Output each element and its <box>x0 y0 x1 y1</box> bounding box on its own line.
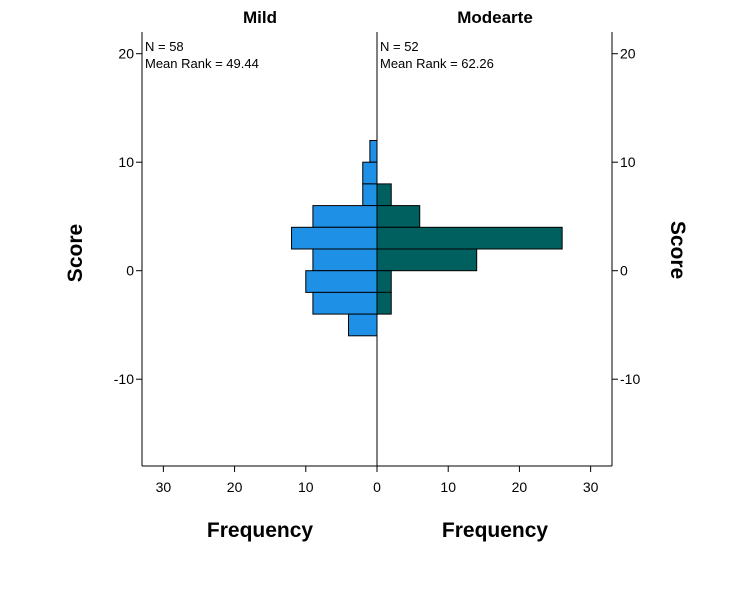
x-tick-label-right: 20 <box>512 479 528 495</box>
y-tick-label-left: -10 <box>114 371 134 387</box>
panel-title-moderate: Modearte <box>457 8 533 27</box>
y-ticks-left: 20 10 0 -10 <box>114 46 142 387</box>
y-ticks-right: 20 10 0 -10 <box>612 46 640 387</box>
moderate-histogram-bar <box>376 205 421 228</box>
mild-mean-rank-label: Mean Rank = 49.44 <box>145 56 259 71</box>
moderate-histogram-bar <box>376 270 392 293</box>
mild-histogram-bar <box>312 248 378 272</box>
y-tick-label-right: 20 <box>620 46 636 62</box>
x-axis-title-left: Frequency <box>207 519 314 542</box>
moderate-histogram-bar <box>376 248 478 272</box>
y-tick-label-right: 10 <box>620 154 636 170</box>
y-tick-label-left: 20 <box>118 46 134 62</box>
y-tick-label-right: 0 <box>620 263 628 279</box>
mild-histogram-bar <box>369 140 378 163</box>
moderate-bars <box>376 183 563 315</box>
x-tick-label-right: 30 <box>583 479 599 495</box>
panel-title-mild: Mild <box>243 8 277 27</box>
y-tick-label-left: 10 <box>118 154 134 170</box>
mild-bars <box>291 140 378 337</box>
x-ticks: 30 20 10 0 10 20 30 <box>156 466 599 495</box>
mild-histogram-bar <box>312 291 378 315</box>
y-axis-title-right: Score <box>666 221 689 279</box>
x-tick-label-left: 30 <box>156 479 172 495</box>
x-tick-label-left: 10 <box>298 479 314 495</box>
x-tick-label-left: 20 <box>227 479 243 495</box>
y-axis-title-left: Score <box>64 224 87 282</box>
moderate-n-label: N = 52 <box>380 39 419 54</box>
mild-histogram-bar <box>362 161 378 185</box>
y-tick-label-right: -10 <box>620 371 640 387</box>
moderate-mean-rank-label: Mean Rank = 62.26 <box>380 56 494 71</box>
x-axis-title-right: Frequency <box>442 519 549 542</box>
moderate-histogram-bar <box>376 291 392 315</box>
mild-histogram-bar <box>305 270 378 293</box>
mild-histogram-bar <box>312 205 378 228</box>
y-tick-label-left: 0 <box>126 263 134 279</box>
mild-histogram-bar <box>362 183 378 207</box>
mild-histogram-bar <box>348 313 378 337</box>
mild-n-label: N = 58 <box>145 39 184 54</box>
moderate-histogram-bar <box>376 226 563 250</box>
x-tick-label-right: 10 <box>440 479 456 495</box>
x-tick-label-left: 0 <box>373 479 381 495</box>
moderate-histogram-bar <box>376 183 392 207</box>
mild-histogram-bar <box>291 226 378 250</box>
